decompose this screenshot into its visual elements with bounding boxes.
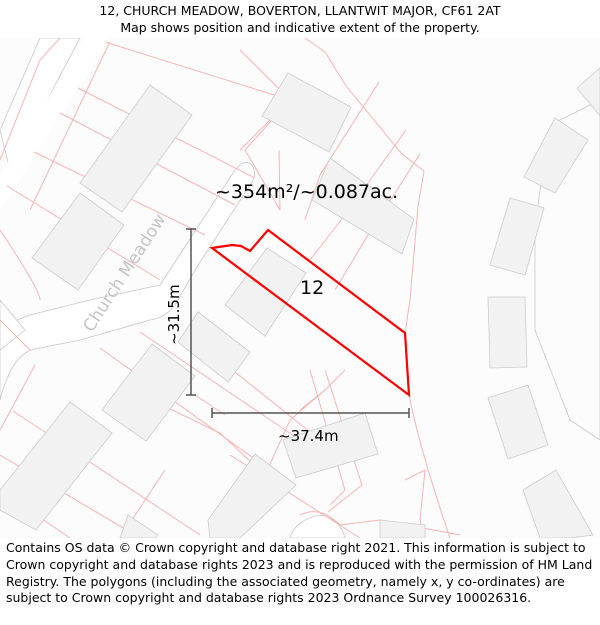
horizontal-dimension-bar — [211, 408, 410, 418]
area-label: ~354m²/~0.087ac. — [215, 181, 398, 203]
horizontal-dimension-label: ~37.4m — [278, 427, 339, 445]
map-header: 12, CHURCH MEADOW, BOVERTON, LLANTWIT MA… — [0, 0, 600, 38]
buildings — [0, 67, 600, 538]
vertical-dimension-bar — [186, 228, 196, 396]
map-canvas: Church Meadow ~31.5m ~37.4m ~354m²/~0.08… — [0, 38, 600, 538]
property-address: 12, CHURCH MEADOW, BOVERTON, LLANTWIT MA… — [99, 3, 501, 18]
plot-number-label: 12 — [300, 277, 324, 299]
property-map[interactable]: Church Meadow ~31.5m ~37.4m ~354m²/~0.08… — [0, 38, 600, 538]
property-boundary[interactable] — [209, 228, 411, 398]
copyright-notice: Contains OS data © Crown copyright and d… — [6, 540, 593, 606]
vertical-dimension-label: ~31.5m — [165, 284, 183, 345]
map-subtitle: Map shows position and indicative extent… — [120, 20, 480, 35]
